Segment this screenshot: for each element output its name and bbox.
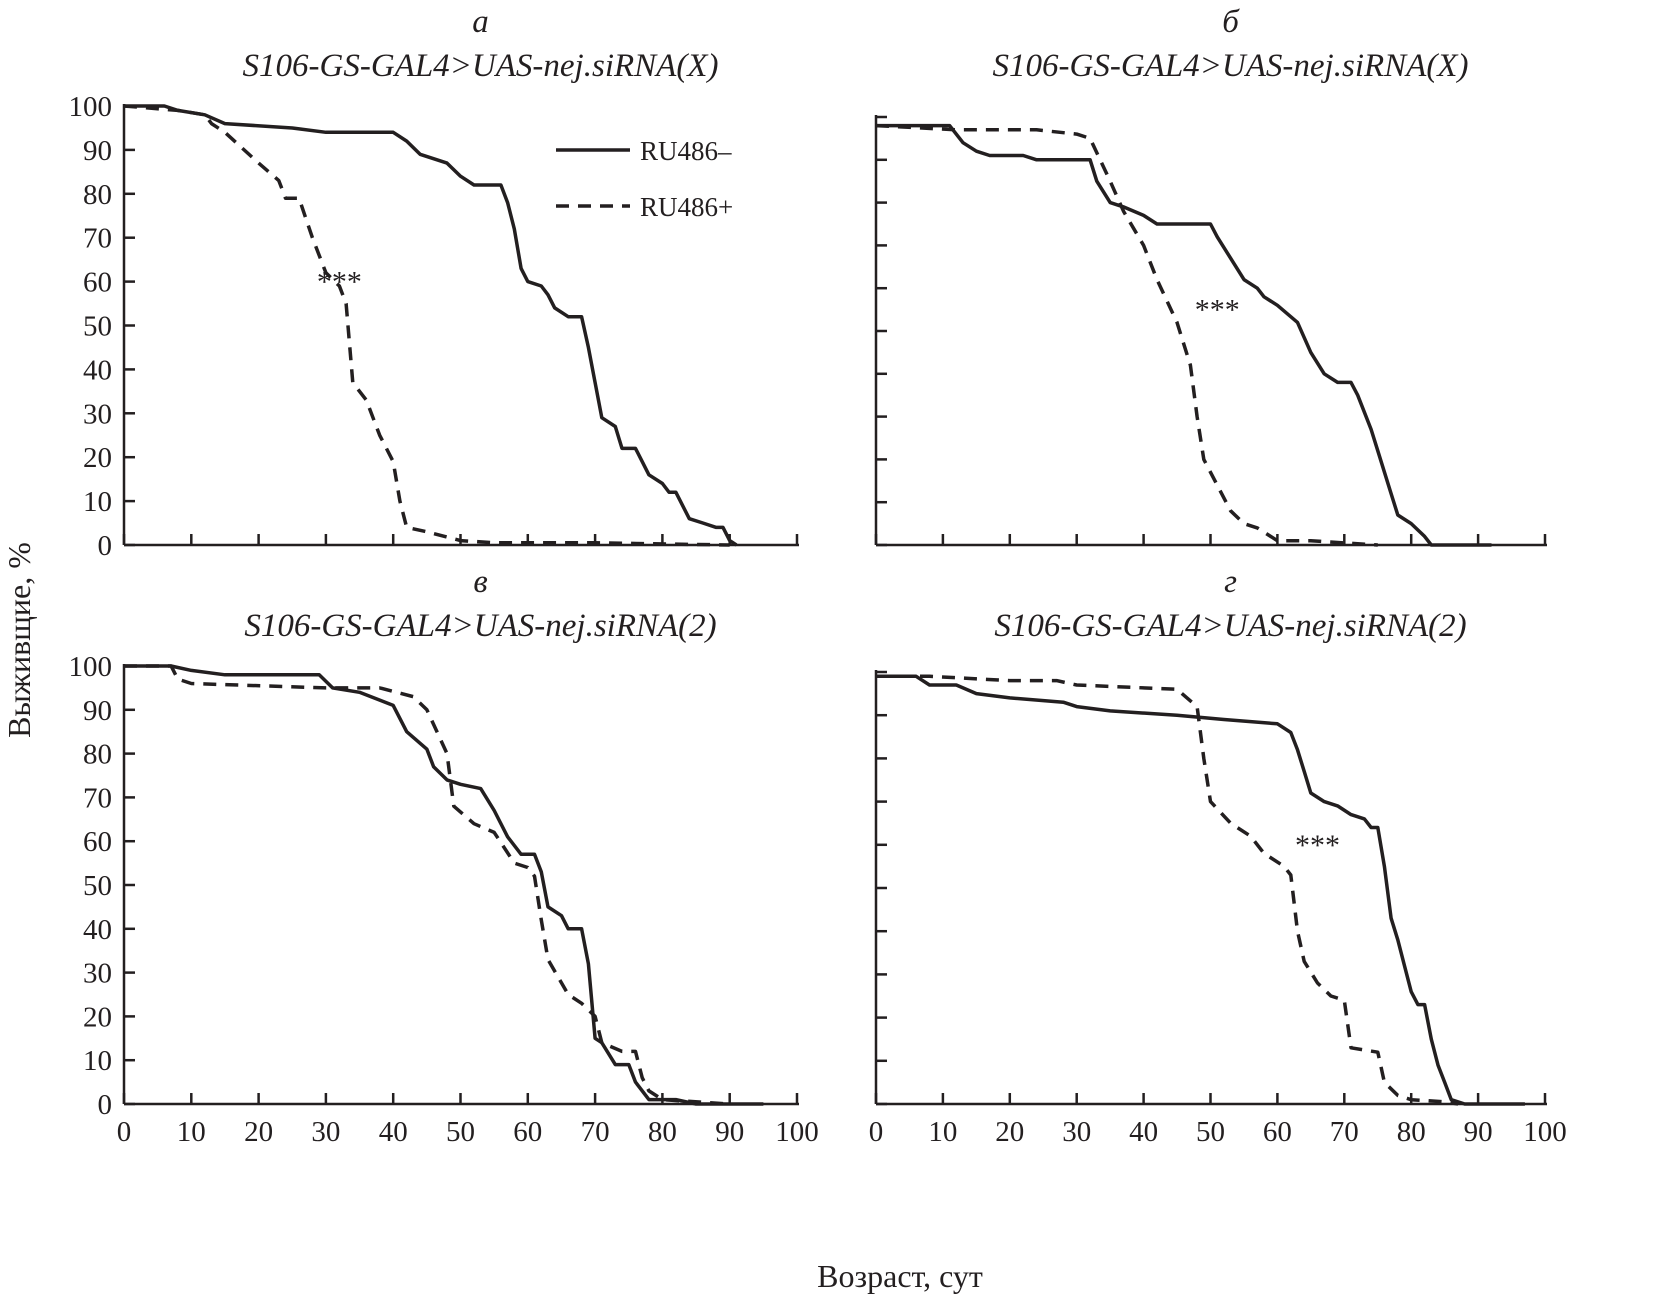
x-tick-label: 40	[379, 1116, 408, 1148]
x-tick-label: 20	[244, 1116, 273, 1148]
x-tick-label: 50	[1196, 1116, 1225, 1148]
x-tick-label: 100	[775, 1116, 819, 1148]
significance-annotation: ***	[1195, 294, 1240, 327]
x-tick-label: 70	[581, 1116, 610, 1148]
y-tick-label: 40	[83, 354, 112, 386]
series-line-ru486-minus	[124, 664, 764, 1106]
x-tick-label: 60	[1263, 1116, 1292, 1148]
x-tick-label: 20	[995, 1116, 1024, 1148]
panel-c: в S106-GS-GAL4>UAS-nej.siRNA(2) 0 10 20 30 40 5…	[69, 564, 819, 1148]
x-tick-label: 50	[446, 1116, 475, 1148]
y-tick-label: 20	[83, 1001, 112, 1033]
series-line-ru486-plus	[876, 674, 1459, 1106]
series-line-ru486-plus	[875, 123, 1378, 547]
y-tick-label: 60	[83, 267, 112, 299]
y-tick-label: 50	[83, 870, 112, 902]
panel-letter: б	[1222, 4, 1240, 40]
y-tick-label: 40	[83, 914, 112, 946]
x-axis-label: Возраст, сут	[817, 1258, 983, 1294]
x-tick-label: 10	[928, 1116, 957, 1148]
legend-label: RU486–	[640, 136, 732, 166]
x-tick-label: 80	[1397, 1116, 1426, 1148]
x-tick-label: 30	[1062, 1116, 1091, 1148]
significance-annotation: ***	[317, 266, 362, 299]
legend: RU486– RU486+	[556, 136, 733, 222]
x-tick-label: 90	[1464, 1116, 1493, 1148]
y-tick-label: 50	[83, 311, 112, 343]
panel-d: г S106-GS-GAL4>UAS-nej.siRNA(2) 0 10 20 30 40 5…	[869, 564, 1567, 1148]
x-tick-label: 10	[177, 1116, 206, 1148]
x-tick-label: 0	[869, 1116, 884, 1148]
x-tick-label: 60	[513, 1116, 542, 1148]
x-tick-label: 0	[117, 1116, 132, 1148]
y-tick-label: 90	[83, 135, 112, 167]
series-line-ru486-minus	[124, 104, 738, 547]
x-tick-label: 80	[648, 1116, 677, 1148]
panel-title: S106-GS-GAL4>UAS-nej.siRNA(2)	[244, 608, 716, 644]
y-tick-label: 100	[69, 651, 113, 683]
y-tick-label: 20	[83, 442, 112, 474]
panel-letter: а	[472, 4, 489, 40]
panel-letter: в	[473, 564, 487, 600]
series-line-ru486-minus	[876, 123, 1492, 547]
y-tick-label: 0	[98, 530, 113, 562]
y-tick-label: 90	[83, 695, 112, 727]
panel-b: б S106-GS-GAL4>UAS-nej.siRNA(X) ***	[874, 4, 1547, 547]
series-line-ru486-minus	[876, 674, 1525, 1106]
y-tick-label: 80	[83, 739, 112, 771]
x-tick-label: 40	[1129, 1116, 1158, 1148]
x-tick-label: 90	[715, 1116, 744, 1148]
y-tick-label: 70	[83, 223, 112, 255]
panel-title: S106-GS-GAL4>UAS-nej.siRNA(X)	[993, 48, 1469, 84]
x-tick-label: 70	[1330, 1116, 1359, 1148]
y-tick-label: 10	[83, 1045, 112, 1077]
y-tick-label: 100	[69, 91, 113, 123]
panel-title: S106-GS-GAL4>UAS-nej.siRNA(2)	[994, 608, 1466, 644]
panel-letter: г	[1224, 564, 1237, 600]
y-tick-label: 0	[98, 1089, 113, 1121]
y-tick-label: 10	[83, 486, 112, 518]
legend-label: RU486+	[640, 192, 733, 222]
series-line-ru486-plus	[123, 104, 730, 547]
significance-annotation: ***	[1295, 829, 1340, 862]
x-tick-label: 100	[1523, 1116, 1567, 1148]
y-axis-label: Выживщие, %	[1, 542, 37, 738]
y-tick-label: 30	[83, 398, 112, 430]
panel-title: S106-GS-GAL4>UAS-nej.siRNA(X)	[243, 48, 719, 84]
y-tick-label: 80	[83, 179, 112, 211]
y-tick-label: 60	[83, 826, 112, 858]
x-tick-label: 30	[311, 1116, 340, 1148]
panel-a: а S106-GS-GAL4>UAS-nej.siRNA(X) 0 10 20 30 40 5…	[69, 4, 799, 562]
series-line-ru486-plus	[124, 664, 730, 1106]
y-tick-label: 70	[83, 782, 112, 814]
y-tick-label: 30	[83, 958, 112, 990]
